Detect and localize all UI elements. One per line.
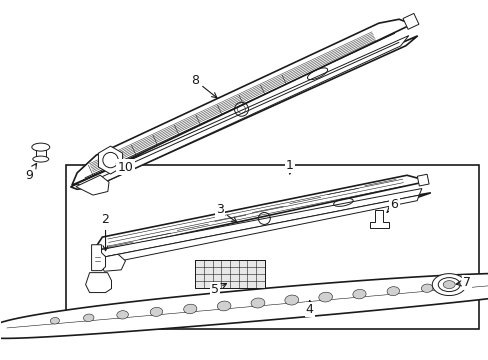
- Text: 1: 1: [285, 158, 293, 174]
- Text: 6: 6: [386, 198, 398, 212]
- Polygon shape: [70, 19, 417, 189]
- Bar: [195, 260, 264, 288]
- Text: 3: 3: [216, 203, 236, 222]
- Ellipse shape: [150, 307, 163, 316]
- Ellipse shape: [352, 289, 366, 299]
- Polygon shape: [402, 13, 418, 29]
- Polygon shape: [85, 273, 111, 293]
- Ellipse shape: [50, 318, 60, 324]
- Polygon shape: [77, 36, 408, 189]
- Ellipse shape: [442, 280, 454, 289]
- Bar: [36, 147, 46, 159]
- Text: 4: 4: [305, 301, 313, 316]
- Polygon shape: [76, 175, 109, 195]
- Polygon shape: [97, 189, 421, 257]
- Ellipse shape: [421, 284, 432, 292]
- Text: 7: 7: [455, 276, 470, 289]
- Text: 2: 2: [102, 213, 109, 251]
- Ellipse shape: [386, 287, 399, 296]
- Polygon shape: [416, 174, 428, 186]
- Polygon shape: [98, 146, 122, 174]
- Ellipse shape: [217, 301, 230, 311]
- Ellipse shape: [455, 282, 465, 289]
- Text: 8: 8: [191, 74, 217, 98]
- Ellipse shape: [431, 274, 465, 296]
- Bar: [65, 165, 478, 329]
- Polygon shape: [91, 245, 105, 271]
- Ellipse shape: [33, 156, 49, 162]
- Polygon shape: [91, 175, 430, 257]
- Ellipse shape: [285, 295, 298, 305]
- Text: 9: 9: [25, 163, 37, 181]
- Polygon shape: [0, 273, 488, 338]
- Ellipse shape: [183, 304, 197, 314]
- Text: 5: 5: [211, 283, 226, 296]
- Polygon shape: [95, 253, 125, 271]
- Ellipse shape: [437, 278, 459, 292]
- Text: 10: 10: [116, 161, 133, 174]
- Polygon shape: [104, 195, 418, 262]
- Ellipse shape: [32, 143, 50, 151]
- Ellipse shape: [318, 292, 332, 302]
- Ellipse shape: [83, 314, 94, 321]
- Polygon shape: [369, 210, 388, 228]
- Ellipse shape: [117, 311, 128, 319]
- Ellipse shape: [250, 298, 264, 308]
